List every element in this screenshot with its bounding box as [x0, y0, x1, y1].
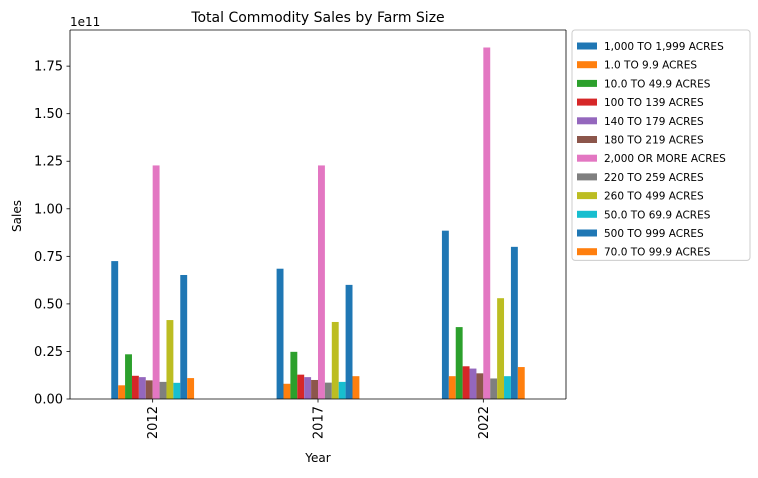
legend-swatch — [577, 248, 597, 256]
legend-label: 180 TO 219 ACRES — [604, 135, 704, 147]
y-tick-label: 1.25 — [34, 155, 63, 170]
y-axis-label: Sales — [10, 200, 24, 232]
bar — [304, 377, 312, 399]
bar — [131, 375, 139, 399]
legend-swatch — [577, 61, 597, 69]
bar — [331, 321, 339, 399]
bar — [311, 379, 318, 399]
bar — [159, 381, 167, 399]
bar — [290, 351, 298, 399]
bar — [283, 383, 291, 399]
bar — [152, 165, 160, 399]
legend-swatch — [577, 173, 597, 181]
bar — [297, 374, 305, 399]
x-axis-label: Year — [304, 451, 330, 465]
bar — [338, 381, 346, 399]
chart-title: Total Commodity Sales by Farm Size — [190, 10, 444, 26]
legend-label: 140 TO 179 ACRES — [604, 116, 704, 128]
bar — [469, 368, 477, 399]
bar — [111, 261, 119, 399]
legend-swatch — [577, 117, 597, 125]
legend-box — [571, 29, 751, 261]
legend-label: 10.0 TO 49.9 ACRES — [604, 78, 711, 90]
legend-label: 220 TO 259 ACRES — [604, 172, 704, 184]
bar — [455, 327, 463, 399]
bar — [324, 382, 332, 399]
bar — [448, 376, 456, 399]
legend-label: 1.0 TO 9.9 ACRES — [604, 60, 697, 72]
bar — [462, 366, 470, 399]
legend-label: 2,000 OR MORE ACRES — [604, 153, 726, 165]
bar — [145, 380, 153, 399]
x-tick-label: 2012 — [146, 406, 161, 439]
y-tick-label: 1.50 — [34, 107, 63, 122]
legend-label: 100 TO 139 ACRES — [604, 97, 704, 109]
y-offset-text: 1e11 — [70, 15, 100, 29]
legend-label: 500 TO 999 ACRES — [604, 228, 704, 240]
y-tick-label: 0.75 — [34, 250, 63, 265]
bar — [318, 165, 325, 399]
legend-swatch — [577, 98, 597, 106]
bar — [490, 378, 498, 399]
bar — [441, 230, 449, 399]
legend-label: 1,000 TO 1,999 ACRES — [604, 41, 724, 53]
bars-layer — [111, 47, 525, 399]
y-tick-label: 0.00 — [34, 393, 63, 408]
legend-swatch — [577, 192, 597, 200]
axes-layer: 0.00 0.25 0.50 0.75 1.00 1.25 1.50 1.75 2012 2017… — [34, 29, 567, 439]
y-tick-label: 1.00 — [34, 202, 63, 217]
legend-swatch — [577, 229, 597, 237]
legend-swatch — [577, 42, 597, 50]
bar — [352, 376, 360, 399]
legend-label: 50.0 TO 69.9 ACRES — [604, 209, 711, 221]
bar — [276, 268, 284, 399]
bar — [483, 47, 491, 399]
legend-swatch — [577, 154, 597, 162]
y-tick-label: 0.25 — [34, 345, 63, 360]
y-tick-label: 1.75 — [34, 60, 63, 75]
legend-label: 260 TO 499 ACRES — [604, 191, 704, 203]
bar — [180, 274, 188, 399]
bar — [497, 298, 505, 399]
x-tick-label: 2017 — [312, 406, 327, 439]
legend-swatch — [577, 136, 597, 143]
bar — [166, 320, 174, 399]
bar — [173, 382, 181, 399]
legend-swatch — [577, 79, 597, 87]
bar — [345, 284, 353, 399]
bar — [504, 376, 511, 399]
bar — [510, 246, 518, 399]
x-tick-label: 2022 — [477, 406, 492, 439]
bar — [187, 378, 195, 399]
legend-label: 70.0 TO 99.9 ACRES — [604, 247, 711, 259]
legend: 1,000 TO 1,999 ACRES 1.0 TO 9.9 ACRES 10.0… — [571, 29, 751, 261]
legend-swatch — [577, 210, 597, 218]
bar — [125, 354, 132, 399]
y-tick-label: 0.50 — [34, 297, 63, 312]
bar — [476, 373, 484, 399]
bar — [517, 367, 525, 399]
bar — [138, 377, 146, 399]
bar — [118, 385, 126, 399]
